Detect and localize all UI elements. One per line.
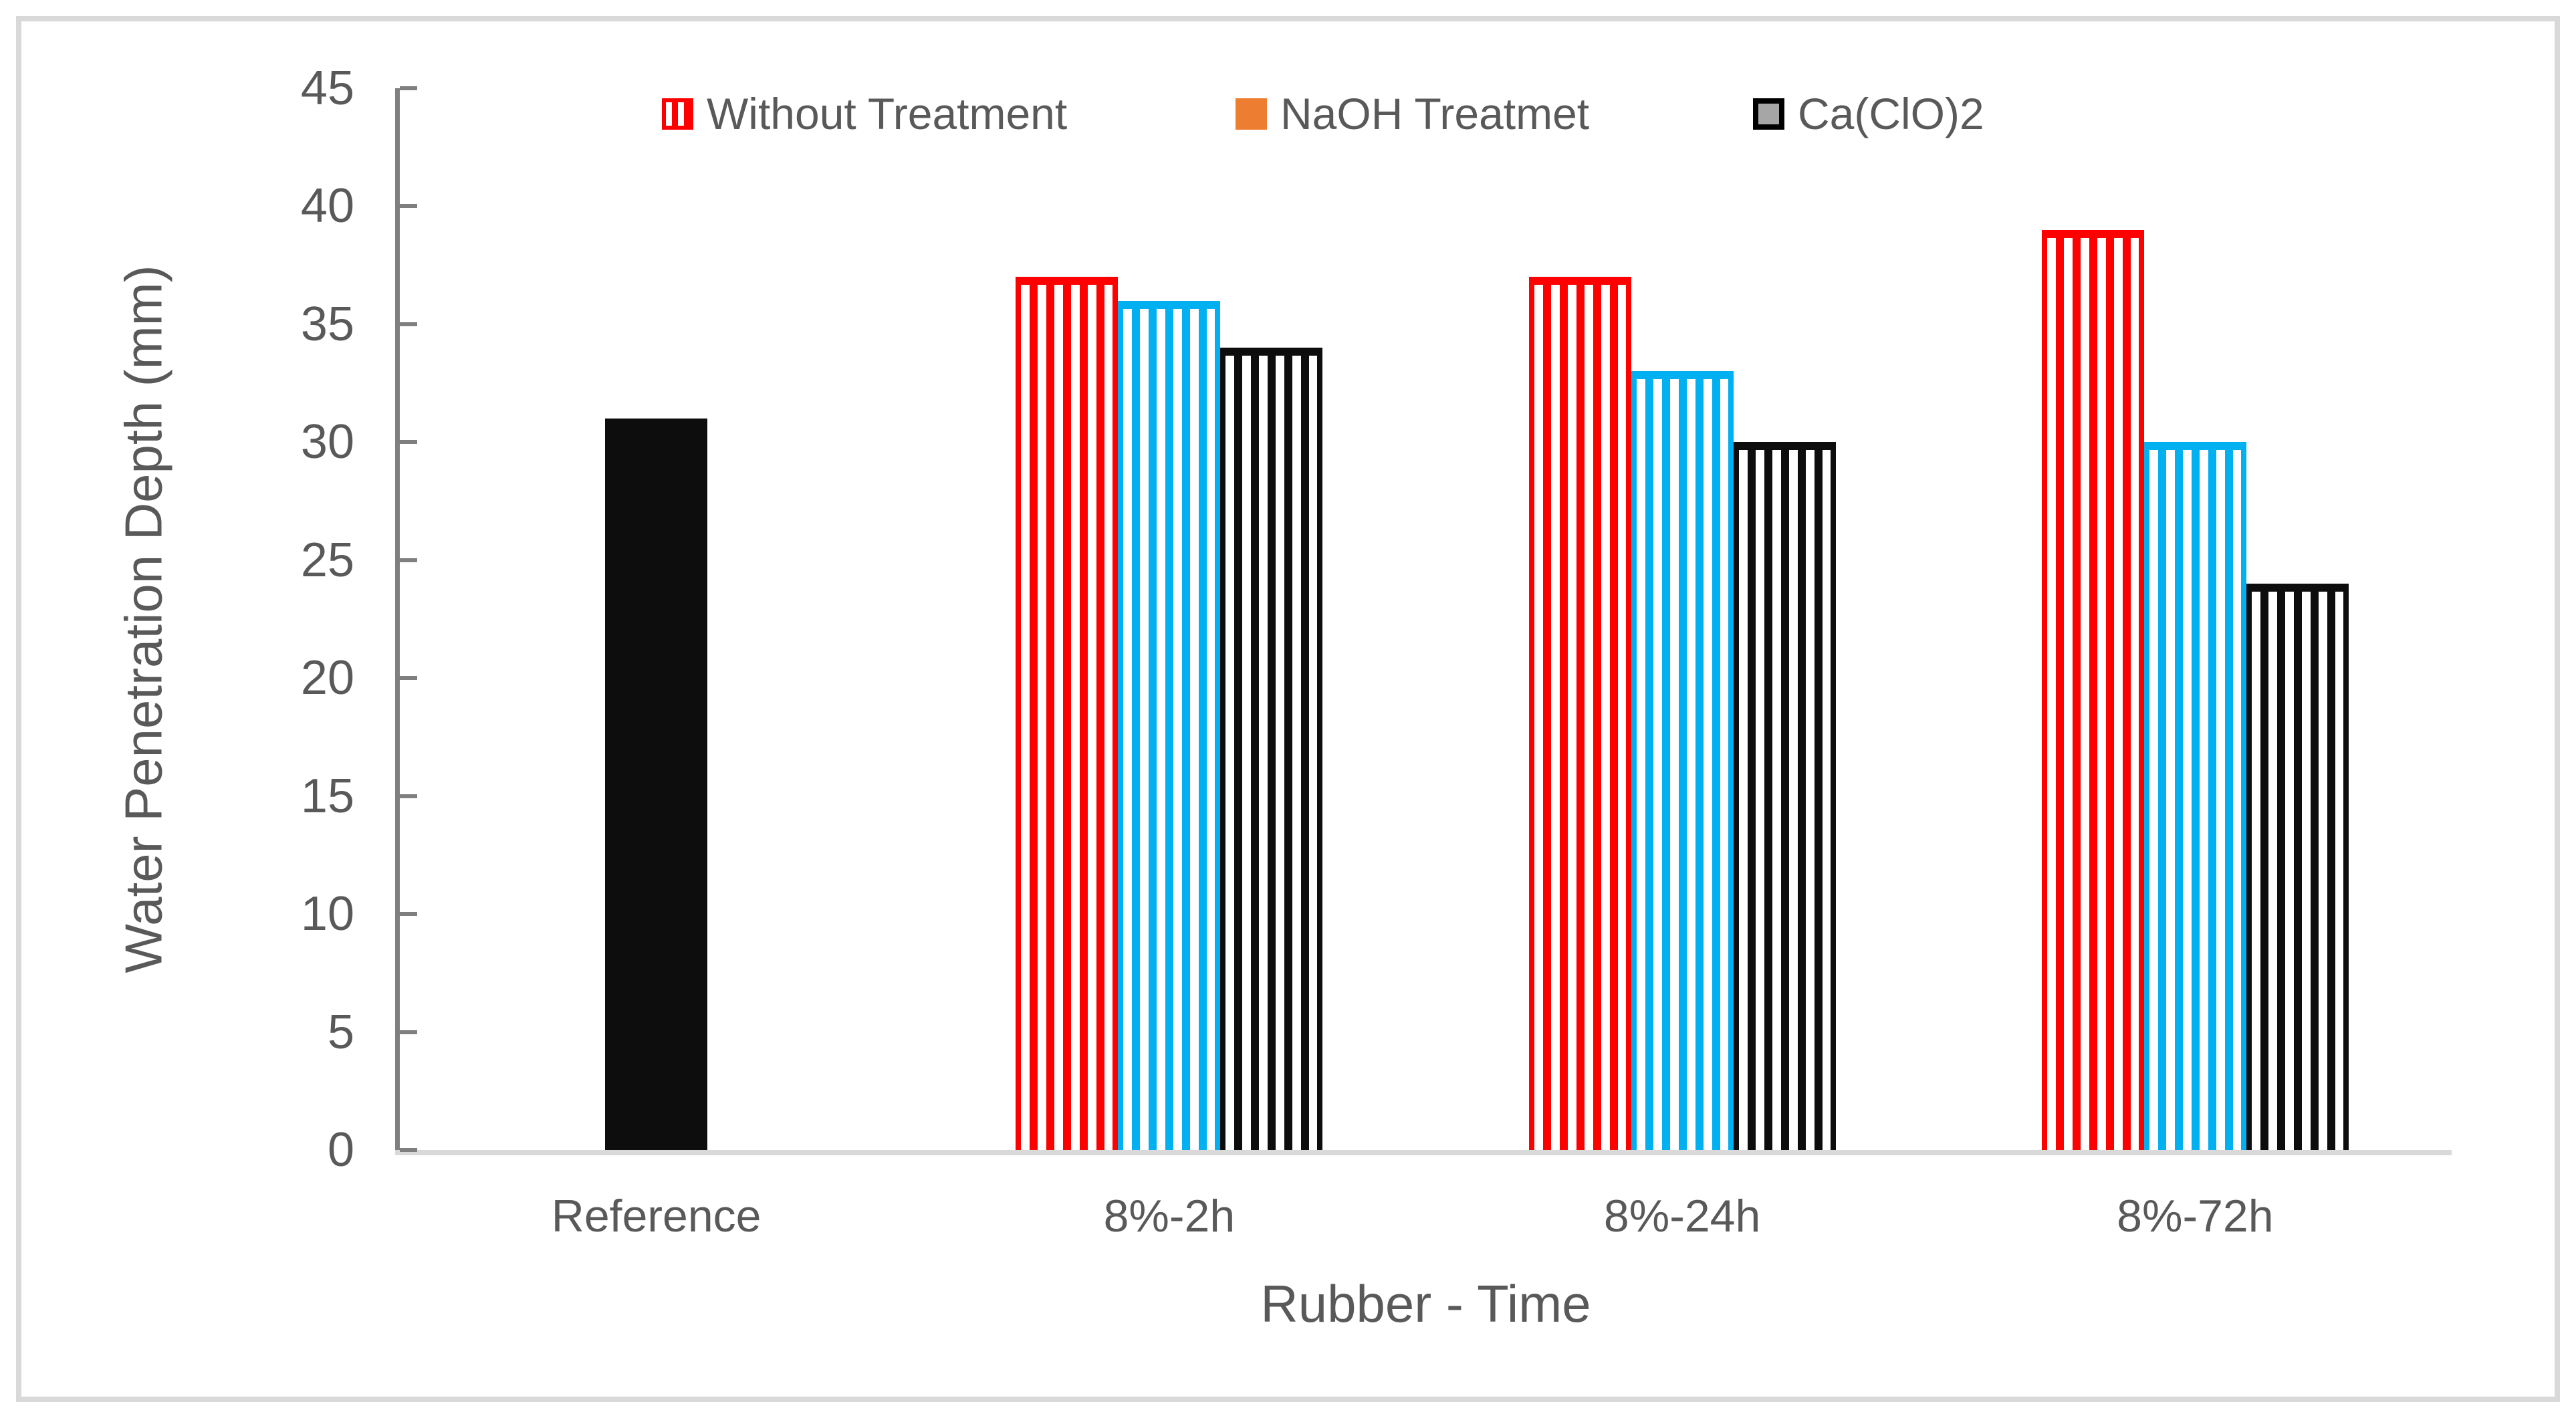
y-tick-label: 35 bbox=[300, 297, 354, 351]
x-axis-title: Rubber - Time bbox=[1260, 1274, 1591, 1333]
gray-black-border-swatch-icon bbox=[1753, 98, 1784, 130]
y-tick-mark bbox=[400, 204, 417, 209]
y-tick-label: 20 bbox=[300, 651, 354, 705]
bar-without-treatment bbox=[1528, 277, 1631, 1150]
y-axis-line bbox=[395, 88, 400, 1155]
y-tick-label: 45 bbox=[300, 62, 354, 115]
y-tick-label: 10 bbox=[300, 887, 354, 941]
x-label-8-24h: 8%-24h bbox=[1603, 1191, 1761, 1242]
x-label-8-72h: 8%-72h bbox=[2117, 1191, 2274, 1242]
x-axis-labels: Reference 8%-2h 8%-24h 8%-72h bbox=[400, 1189, 2452, 1256]
y-tick-label: 0 bbox=[327, 1123, 354, 1177]
x-label-reference: Reference bbox=[551, 1191, 762, 1242]
y-tick-labels: 45 40 35 30 25 20 15 10 5 0 bbox=[201, 64, 354, 1174]
legend-label: Ca(ClO)2 bbox=[1798, 89, 1984, 138]
solid-orange-swatch-icon bbox=[1236, 98, 1267, 130]
legend-label: Without Treatment bbox=[707, 89, 1068, 138]
bar-ca-clo-2 bbox=[2246, 584, 2349, 1150]
x-axis-line bbox=[395, 1150, 2452, 1155]
bar-reference bbox=[605, 419, 708, 1150]
legend-label: NaOH Treatmet bbox=[1280, 89, 1590, 138]
bar-naoh-treatmet bbox=[1631, 371, 1734, 1150]
y-tick-mark bbox=[400, 440, 417, 445]
x-label-8-2h: 8%-2h bbox=[1103, 1191, 1236, 1242]
bar-ca-clo-2 bbox=[1733, 442, 1836, 1150]
y-tick-label: 5 bbox=[327, 1005, 354, 1059]
y-tick-mark bbox=[400, 1030, 417, 1034]
bar-naoh-treatmet bbox=[1118, 301, 1221, 1150]
y-tick-mark bbox=[400, 676, 417, 681]
y-axis-title: Water Penetration Depth (mm) bbox=[114, 265, 173, 973]
red-striped-swatch-icon bbox=[662, 98, 693, 130]
bar-naoh-treatmet bbox=[2143, 442, 2246, 1150]
y-tick-label: 30 bbox=[300, 415, 354, 469]
legend-item-2: NaOH Treatmet bbox=[1236, 86, 1589, 142]
bar-without-treatment bbox=[2041, 230, 2144, 1150]
legend: Without Treatment NaOH Treatmet Ca(ClO)2 bbox=[0, 86, 2576, 142]
y-tick-label: 25 bbox=[300, 533, 354, 587]
bar-ca-clo-2 bbox=[1220, 348, 1323, 1150]
y-tick-mark bbox=[400, 912, 417, 917]
y-tick-mark bbox=[400, 86, 417, 90]
legend-item-3: Ca(ClO)2 bbox=[1753, 86, 1984, 142]
y-tick-mark bbox=[400, 322, 417, 326]
y-tick-mark bbox=[400, 794, 417, 798]
y-tick-mark bbox=[400, 558, 417, 562]
y-tick-mark bbox=[400, 1148, 417, 1152]
y-tick-label: 15 bbox=[300, 769, 354, 823]
y-tick-label: 40 bbox=[300, 179, 354, 233]
legend-item-1: Without Treatment bbox=[662, 86, 1067, 142]
plot-area bbox=[395, 86, 2452, 1155]
bar-without-treatment bbox=[1016, 277, 1119, 1150]
